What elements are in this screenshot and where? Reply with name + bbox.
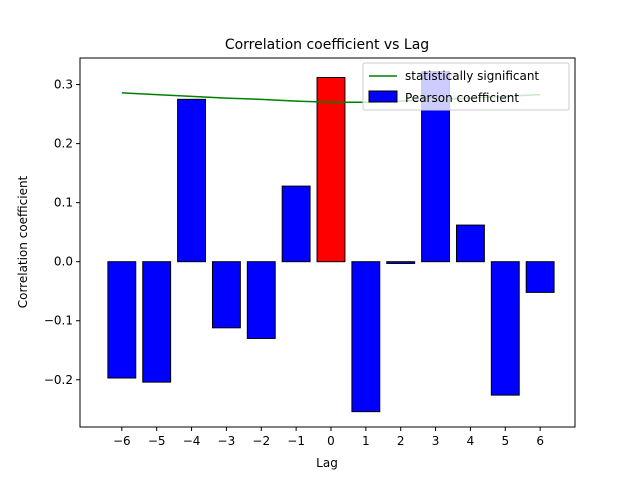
x-tick-label: 3 xyxy=(432,434,440,448)
bar-lag--3 xyxy=(211,261,241,329)
bar-lag--2 xyxy=(246,261,276,339)
bar-lag-0 xyxy=(316,76,346,263)
y-tick-label: 0.3 xyxy=(54,78,73,92)
x-axis: −6 −5 −4 −3 −2 −1 0 1 2 3 4 5 6 xyxy=(113,427,544,448)
x-tick-label: −5 xyxy=(148,434,166,448)
chart-title: Correlation coefficient vs Lag xyxy=(225,37,429,53)
y-axis: −0.2 −0.1 0.0 0.1 0.2 0.3 xyxy=(44,78,80,387)
bar-lag-5 xyxy=(490,261,520,396)
x-axis-label: Lag xyxy=(316,456,338,470)
x-tick-label: −6 xyxy=(113,434,131,448)
x-tick-label: 4 xyxy=(467,434,475,448)
x-tick-label: −3 xyxy=(218,434,236,448)
y-tick-label: −0.2 xyxy=(44,373,73,387)
bar-lag--5 xyxy=(142,261,172,383)
bar-lag-2 xyxy=(386,261,416,264)
legend-bar-swatch xyxy=(368,90,398,103)
bar-lag--4 xyxy=(177,98,206,263)
bar-lag-4 xyxy=(455,224,485,263)
legend-entry-pearson: Pearson coefficient xyxy=(405,91,519,105)
y-tick-label: 0.0 xyxy=(54,255,73,269)
legend: statistically significant Pearson coeffi… xyxy=(362,62,570,111)
bar-lag--6 xyxy=(107,261,137,379)
x-tick-label: 6 xyxy=(536,434,544,448)
legend-box xyxy=(362,62,570,111)
bar-lag-6 xyxy=(525,261,555,293)
y-axis-label: Correlation coefficient xyxy=(16,175,30,308)
y-tick-label: 0.1 xyxy=(54,196,73,210)
bar-lag--1 xyxy=(281,185,311,263)
x-tick-label: 0 xyxy=(327,434,335,448)
x-tick-label: 1 xyxy=(362,434,370,448)
plot-area xyxy=(80,58,575,427)
y-tick-label: 0.2 xyxy=(54,137,73,151)
y-tick-label: −0.1 xyxy=(44,314,73,328)
bar-lag-1 xyxy=(351,261,381,413)
bars-layer xyxy=(107,71,555,413)
legend-entry-significant: statistically significant xyxy=(405,69,539,83)
plot-frame xyxy=(79,57,576,428)
x-tick-label: −4 xyxy=(183,434,201,448)
x-tick-label: 5 xyxy=(501,434,509,448)
x-tick-label: 2 xyxy=(397,434,405,448)
x-tick-label: −2 xyxy=(252,434,270,448)
x-tick-label: −1 xyxy=(287,434,305,448)
